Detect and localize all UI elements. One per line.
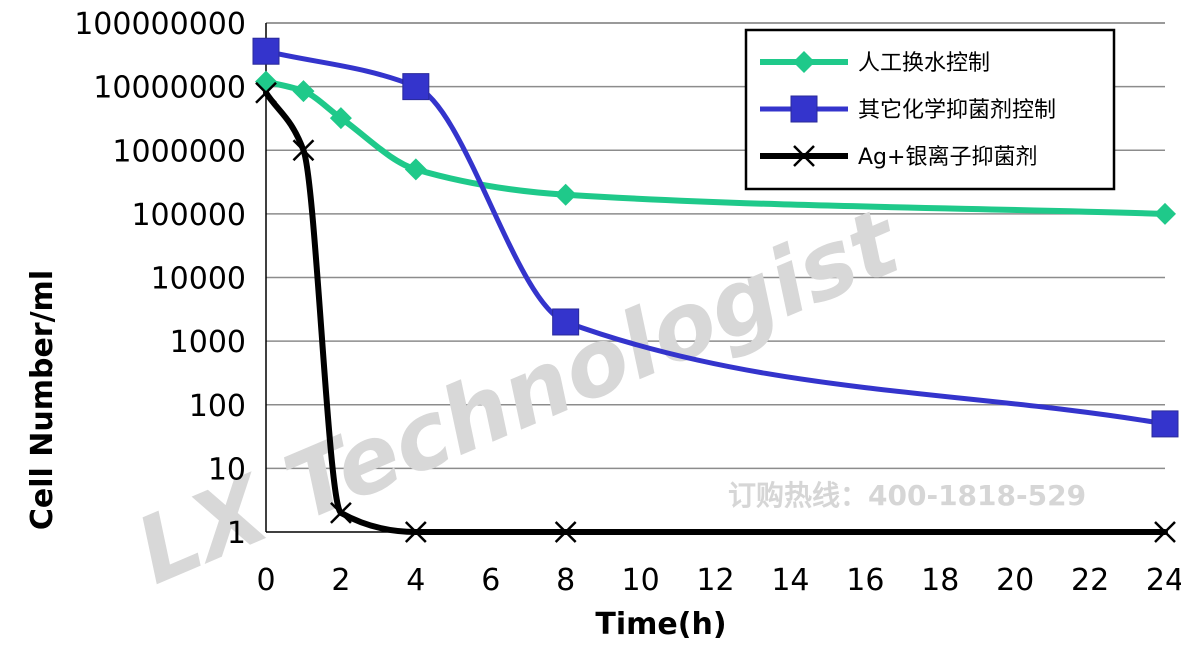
series-3-point-1-stroke-b [292,139,315,162]
x-tick-label-12: 12 [696,563,734,598]
series-3-point-4-stroke-b [404,521,427,543]
series-2-point-8 [552,308,580,336]
legend-label-3: Ag+银离子抑菌剂 [858,145,1037,170]
y-tick-label-1000000: 1000000 [112,134,246,169]
series-3-point-4 [404,521,427,543]
x-tick-label-20: 20 [996,563,1034,598]
y-tick-labels: 1 10 100 1000 10000 100000 1000000 10000000 1000… [74,7,246,551]
x-tick-label-18: 18 [921,563,959,598]
y-tick-label-10000: 10000 [151,262,246,297]
legend-label-2: 其它化学抑菌剂控制 [858,98,1056,123]
series-1-point-2 [329,107,352,130]
x-tick-label-22: 22 [1071,563,1109,598]
y-tick-label-10: 10 [208,452,246,487]
x-tick-label-0: 0 [256,563,275,598]
series-2-point-24 [1151,410,1179,438]
series-3-point-0 [255,81,277,104]
series-1-point-0 [255,70,277,93]
series-3-point-1 [292,139,315,162]
legend-marker-3 [793,145,815,167]
series-3-point-24-stroke-b [1154,521,1176,543]
series-line-2 [263,48,1168,427]
x-tick-label-6: 6 [481,563,500,598]
legend-marker-2 [790,95,818,123]
series-1-point-8 [554,183,577,206]
watermark-phone: 订购热线：400-1818-529 [728,479,1086,512]
series-3-point-24 [1154,521,1176,543]
y-tick-label-100: 100 [189,389,246,424]
x-tick-label-24: 24 [1146,563,1181,598]
series-3-point-2-stroke-b [330,501,352,524]
y-tick-label-10000000: 10000000 [93,71,246,106]
x-tick-label-10: 10 [621,563,659,598]
x-axis-title: Time(h) [595,607,726,642]
x-tick-label-8: 8 [556,563,575,598]
series-3-point-2 [330,501,352,524]
y-tick-label-1: 1 [227,516,246,551]
x-tick-label-4: 4 [406,563,425,598]
series-markers [252,37,1179,543]
x-tick-labels: 0 2 4 6 8 10 12 14 16 18 20 22 24 [256,563,1181,598]
series-2-point-4 [402,73,430,101]
x-tick-label-2: 2 [331,563,350,598]
series-1-point-1 [292,80,315,103]
y-tick-label-100000: 100000 [131,198,246,233]
legend-marker-1 [793,51,815,73]
x-tick-label-16: 16 [846,563,884,598]
x-tick-label-14: 14 [771,563,809,598]
series-1-point-4 [404,158,427,181]
legend-marker-3-stroke-b [793,145,815,167]
series-3-point-8 [554,521,577,543]
series-1-point-24 [1154,202,1176,225]
y-axis-title: Cell Number/ml [25,270,60,530]
series-3-point-8-stroke-b [554,521,577,543]
series-2-point-0 [252,37,280,65]
series-3-point-0-stroke-b [255,81,277,104]
y-tick-label-1000: 1000 [170,325,246,360]
y-tick-label-100000000: 100000000 [74,7,246,42]
legend-label-1: 人工换水控制 [858,51,990,76]
